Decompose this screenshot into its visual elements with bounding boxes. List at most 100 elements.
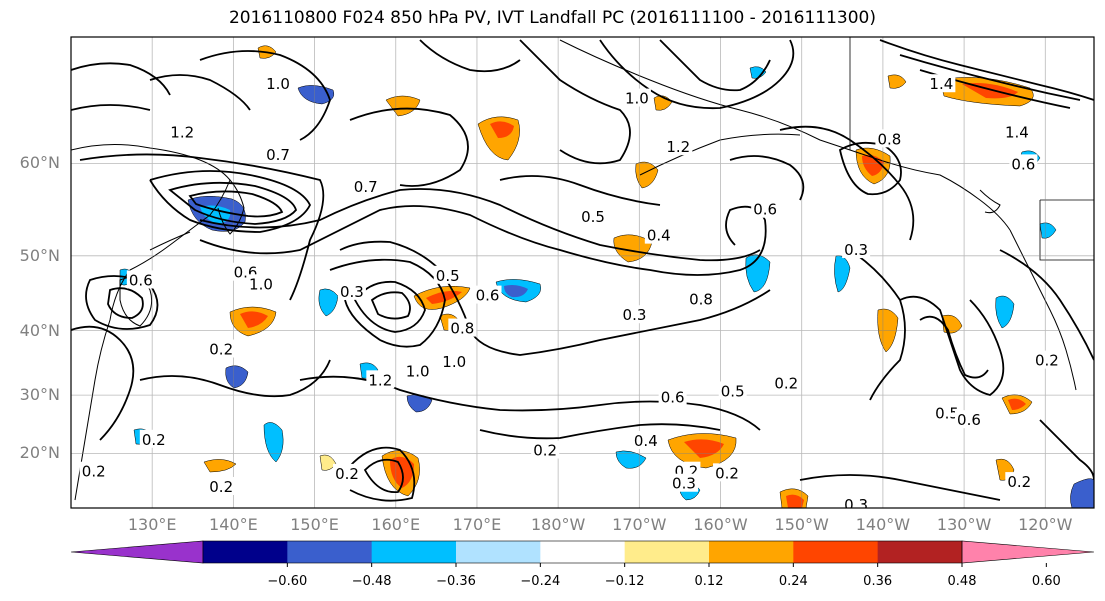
contour-label-bg <box>751 199 780 218</box>
contour-label: 1.0 <box>625 90 649 108</box>
contour-label: 1.0 <box>266 75 290 93</box>
contour-label: 0.7 <box>354 178 378 196</box>
contour-label-bg <box>207 476 236 495</box>
contour-label-bg <box>126 270 155 289</box>
contour-mid-5 <box>729 155 805 201</box>
shade-neg-n2 <box>749 66 767 79</box>
contour-s-3 <box>139 359 331 398</box>
coast-bc <box>979 189 1001 214</box>
contour-label-bg <box>933 403 962 422</box>
contour-tc-2 <box>344 446 416 502</box>
lon-tick-label: 130°E <box>127 515 177 534</box>
contour-label-bg <box>403 361 432 380</box>
contour-nw-1 <box>71 62 171 96</box>
shade-pos-n5 <box>887 74 907 89</box>
contour-label: 0.6 <box>957 411 981 429</box>
contour-far-s <box>799 474 1001 501</box>
contour-label: 0.8 <box>450 320 474 338</box>
contour-label: 0.2 <box>209 478 233 496</box>
contour-label: 0.3 <box>623 306 647 324</box>
contour-e-2 <box>919 315 989 379</box>
contour-mid-2 <box>149 74 251 111</box>
contour-far-se <box>1039 419 1094 481</box>
contour-gulf-1 <box>779 125 915 241</box>
lon-tick-label: 150°E <box>290 515 339 534</box>
contour-label: 1.4 <box>929 75 953 93</box>
contour-hi-2 <box>899 54 1081 101</box>
colorbar <box>70 540 1095 567</box>
lon-tick-label: 160°W <box>693 515 748 534</box>
contour-label: 0.6 <box>661 389 685 407</box>
contour-label: 1.2 <box>170 123 194 141</box>
contour-jet-3 <box>339 240 771 356</box>
lon-tick-label: 160°E <box>371 515 421 534</box>
contour-jet-4 <box>329 258 446 348</box>
contour-kam-3 <box>188 190 284 218</box>
contour-label-bg <box>440 351 469 370</box>
shade-neg-pac8 <box>615 450 647 469</box>
colorbar-tick-label: −0.36 <box>436 574 476 589</box>
contour-label: 0.3 <box>844 241 868 259</box>
contour-tc-1 <box>363 458 404 493</box>
contour-north-2 <box>599 39 795 110</box>
contour-label-bg <box>954 410 983 429</box>
contour-label: 0.8 <box>877 130 901 148</box>
political-borders <box>849 37 1094 261</box>
contour-label: 1.0 <box>249 275 273 293</box>
contour-label-bg <box>927 74 956 93</box>
contour-label-bg <box>531 440 560 459</box>
colorbar-extend-high <box>961 540 1095 564</box>
contour-label: 0.3 <box>340 283 364 301</box>
plot-frame <box>70 36 1095 509</box>
shade-neg-pac5 <box>745 254 771 293</box>
contour-label: 0.4 <box>634 432 658 450</box>
lon-tick-label: 140°W <box>855 515 911 534</box>
colorbar-tick-label: −0.12 <box>604 574 645 589</box>
shade-neg-n3 <box>1039 222 1057 239</box>
contour-label: 0.2 <box>533 442 557 460</box>
colorbar-swatch <box>793 541 879 563</box>
contour-label-bg <box>246 274 275 293</box>
contour-label-bg <box>1005 472 1034 491</box>
coastlines <box>71 39 1077 501</box>
lat-tick-label: 60°N <box>19 153 60 173</box>
colorbar-tick-label: −0.24 <box>520 574 561 589</box>
lon-tick-label: 170°W <box>612 515 667 534</box>
contour-label: 1.0 <box>406 363 430 381</box>
colorbar-swatch <box>287 541 373 563</box>
contour-label-bg <box>448 318 477 337</box>
contour-mid-1 <box>199 50 331 141</box>
contour-label: 0.6 <box>753 201 777 219</box>
contour-label-bg <box>333 463 362 482</box>
contour-mid-4 <box>499 175 661 206</box>
lon-tick-label: 180°W <box>530 515 586 534</box>
border-state <box>1039 200 1094 261</box>
contour-jet-1 <box>199 205 767 276</box>
contour-label: 0.5 <box>581 208 605 226</box>
contour-label-bg <box>366 370 395 389</box>
contour-label-bg <box>207 339 236 358</box>
contour-label-bg <box>842 494 871 508</box>
contour-label: 0.2 <box>715 464 739 482</box>
shade-pos-gulf-core <box>862 154 884 176</box>
contour-label: 1.4 <box>1005 123 1029 141</box>
contour-label: 1.0 <box>442 353 466 371</box>
shade-neg-se <box>1070 478 1094 508</box>
lon-tick-label: 140°E <box>209 515 258 534</box>
colorbar-swatch <box>709 541 794 563</box>
colorbar-extend-low <box>70 540 204 564</box>
contour-label-bg <box>772 373 801 392</box>
shade-pos-n1-core <box>490 121 514 138</box>
contour-label-bg <box>842 240 871 259</box>
colorbar-tick-label: 0.48 <box>947 574 977 589</box>
contour-label-bg <box>669 473 698 492</box>
colorbar-tick-label: 0.36 <box>863 574 893 589</box>
contour-label: 0.8 <box>689 290 713 308</box>
contour-label-bg <box>579 207 608 226</box>
contour-mid-3 <box>349 107 469 187</box>
colorbar-tick-label: 0.24 <box>778 574 808 589</box>
contour-label: 0.6 <box>129 271 153 289</box>
graticule <box>71 37 1094 508</box>
contour-label: 1.2 <box>368 371 392 389</box>
contour-label-bg <box>1032 350 1061 369</box>
